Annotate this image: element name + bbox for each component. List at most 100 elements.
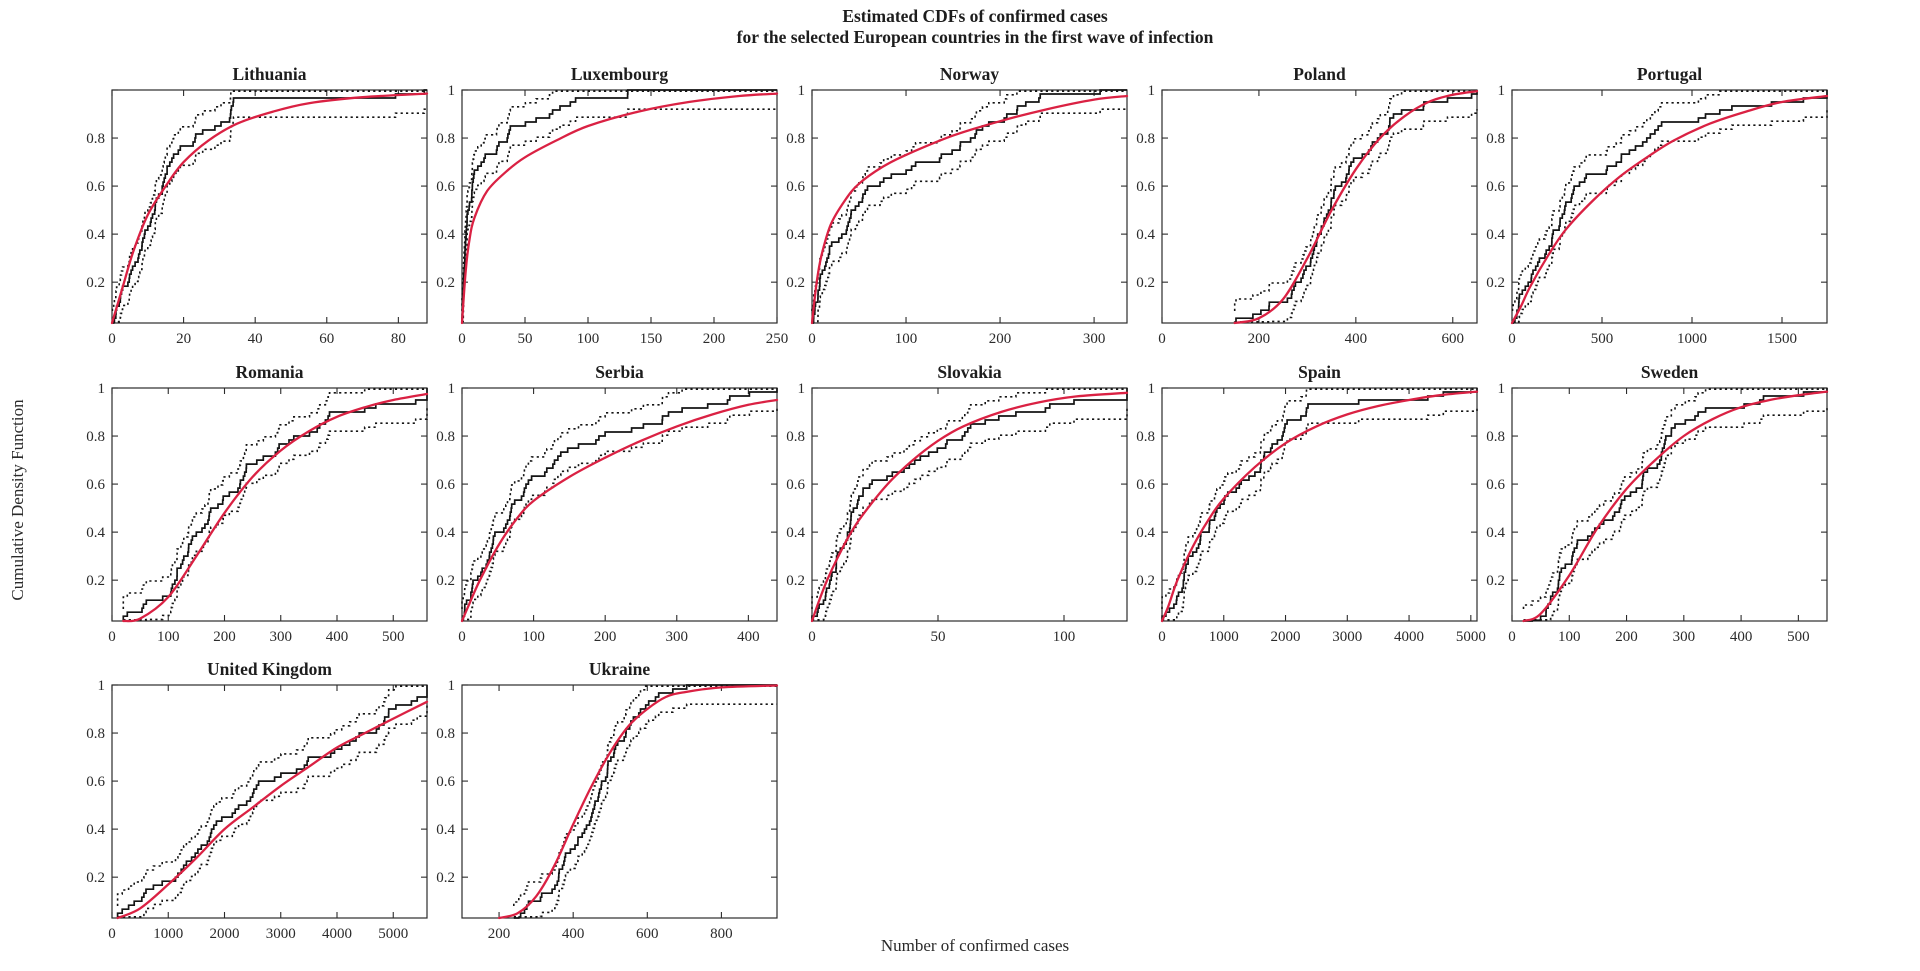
cdf-chart-svg-slovakia: 0 50 100 0.2 0.4 0.6 0.8 1 Slovakia xyxy=(786,362,1129,645)
y-tick-label: 0.8 xyxy=(86,131,105,147)
subplot-title: Lithuania xyxy=(233,64,307,84)
lower-confidence-bound xyxy=(1234,109,1478,323)
lower-confidence-bound xyxy=(1162,407,1478,621)
subplot-title: Ukraine xyxy=(589,659,650,679)
subplot-title: Spain xyxy=(1298,362,1341,382)
cdf-chart-svg-poland: 0 200 400 600 0.2 0.4 0.6 0.8 1 Poland xyxy=(1136,64,1479,347)
y-tick-label: 0.4 xyxy=(1486,525,1505,541)
y-tick-label: 0.8 xyxy=(86,429,105,445)
fitted-cdf-curve xyxy=(1510,94,1829,325)
upper-confidence-bound xyxy=(461,90,777,311)
y-tick-label: 0.4 xyxy=(786,227,805,243)
upper-confidence-bound xyxy=(1233,90,1477,311)
subplot-title: Sweden xyxy=(1641,362,1699,382)
y-tick-label: 0.2 xyxy=(436,870,455,886)
x-tick-label: 500 xyxy=(1787,629,1810,645)
fitted-cdf-curve xyxy=(810,94,1129,325)
lower-confidence-bound xyxy=(812,108,1127,323)
x-tick-label: 1000 xyxy=(1209,629,1239,645)
plot-box xyxy=(111,684,428,919)
y-tick-label: 1 xyxy=(1498,381,1506,397)
x-tick-label: 5000 xyxy=(378,926,408,942)
y-tick-label: 0.2 xyxy=(86,870,105,886)
subplot-title: Slovakia xyxy=(937,362,1001,382)
upper-confidence-bound xyxy=(1511,90,1827,311)
lower-confidence-bound xyxy=(117,704,428,918)
plot-box xyxy=(811,89,1128,324)
figure-y-axis-label: Cumulative Density Function xyxy=(8,399,27,601)
subplot-title: Portugal xyxy=(1637,64,1702,84)
x-tick-label: 300 xyxy=(270,629,293,645)
y-tick-label: 0.2 xyxy=(86,573,105,589)
x-tick-label: 0 xyxy=(808,629,816,645)
subplot-sweden: 0 100 200 300 400 500 0.2 0.4 0.6 0.8 1 Sweden xyxy=(1462,358,1847,658)
plot-box xyxy=(1161,387,1478,622)
y-tick-label: 0.6 xyxy=(786,477,805,493)
y-tick-label: 0.6 xyxy=(786,179,805,195)
subplot-title: Luxembourg xyxy=(571,64,668,84)
cdf-chart-svg-sweden: 0 100 200 300 400 500 0.2 0.4 0.6 0.8 1 Sweden xyxy=(1486,362,1829,645)
figure-title-line1: Estimated CDFs of confirmed cases xyxy=(842,6,1108,26)
empirical-cdf xyxy=(1161,388,1478,622)
empirical-cdf xyxy=(1512,90,1828,324)
x-tick-label: 40 xyxy=(248,331,263,347)
x-tick-label: 0 xyxy=(108,926,116,942)
x-tick-label: 0 xyxy=(458,331,466,347)
y-tick-label: 0.8 xyxy=(436,429,455,445)
fitted-cdf-curve xyxy=(810,391,1129,623)
x-tick-label: 0 xyxy=(1158,331,1166,347)
y-tick-label: 0.6 xyxy=(86,477,105,493)
x-tick-label: 100 xyxy=(522,629,545,645)
y-tick-label: 0.2 xyxy=(786,275,805,291)
y-tick-label: 0.4 xyxy=(786,525,805,541)
x-tick-label: 500 xyxy=(382,629,405,645)
x-tick-label: 400 xyxy=(562,926,585,942)
x-tick-label: 300 xyxy=(1083,331,1106,347)
y-tick-label: 0.8 xyxy=(436,726,455,742)
x-tick-label: 50 xyxy=(518,331,533,347)
x-tick-label: 200 xyxy=(703,331,726,347)
y-tick-label: 0.4 xyxy=(1136,525,1155,541)
y-tick-label: 0.4 xyxy=(1486,227,1505,243)
subplot-romania: 0 100 200 300 400 500 0.2 0.4 0.6 0.8 1 Romania xyxy=(62,358,447,658)
y-tick-label: 0.8 xyxy=(786,429,805,445)
lower-confidence-bound xyxy=(462,407,778,621)
y-tick-label: 0.4 xyxy=(1136,227,1155,243)
y-tick-label: 0.4 xyxy=(86,525,105,541)
x-tick-label: 1000 xyxy=(153,926,183,942)
y-tick-label: 0.6 xyxy=(1136,477,1155,493)
empirical-cdf xyxy=(122,388,428,621)
lower-confidence-bound xyxy=(513,703,777,918)
y-tick-label: 1 xyxy=(98,381,106,397)
subplot-serbia: 0 100 200 300 400 0.2 0.4 0.6 0.8 1 Serbia xyxy=(412,358,797,658)
x-tick-label: 0 xyxy=(108,629,116,645)
subplot-title: Poland xyxy=(1293,64,1346,84)
x-tick-label: 4000 xyxy=(322,926,352,942)
y-tick-label: 0.6 xyxy=(436,477,455,493)
cdf-chart-svg-norway: 0 100 200 300 0.2 0.4 0.6 0.8 1 Norway xyxy=(786,64,1129,347)
y-tick-label: 0.6 xyxy=(86,179,105,195)
fitted-cdf-curve xyxy=(497,684,779,920)
subplot-lithuania: 0 20 40 60 80 0.2 0.4 0.6 0.8 Lithuania xyxy=(62,60,447,360)
fitted-cdf-curve xyxy=(460,92,779,325)
x-tick-label: 250 xyxy=(766,331,789,347)
empirical-cdf xyxy=(811,388,1128,621)
lower-confidence-bound xyxy=(1523,407,1828,621)
x-tick-label: 300 xyxy=(1673,629,1696,645)
x-tick-label: 0 xyxy=(1508,331,1516,347)
x-tick-label: 1000 xyxy=(1677,331,1707,347)
subplot-title: United Kingdom xyxy=(207,659,332,679)
y-tick-label: 0.6 xyxy=(436,179,455,195)
upper-confidence-bound xyxy=(811,388,1127,609)
x-tick-label: 60 xyxy=(319,331,334,347)
subplot-norway: 0 100 200 300 0.2 0.4 0.6 0.8 1 Norway xyxy=(762,60,1147,360)
empirical-cdf xyxy=(1523,388,1828,622)
empirical-cdf xyxy=(461,89,777,323)
x-tick-label: 500 xyxy=(1591,331,1614,347)
x-tick-label: 600 xyxy=(1442,331,1465,347)
fitted-cdf-curve xyxy=(1522,390,1829,623)
x-tick-label: 3000 xyxy=(266,926,296,942)
y-tick-label: 1 xyxy=(448,83,456,99)
cdf-chart-svg-portugal: 0 500 1000 1500 0.2 0.4 0.6 0.8 1 Portugal xyxy=(1486,64,1829,347)
